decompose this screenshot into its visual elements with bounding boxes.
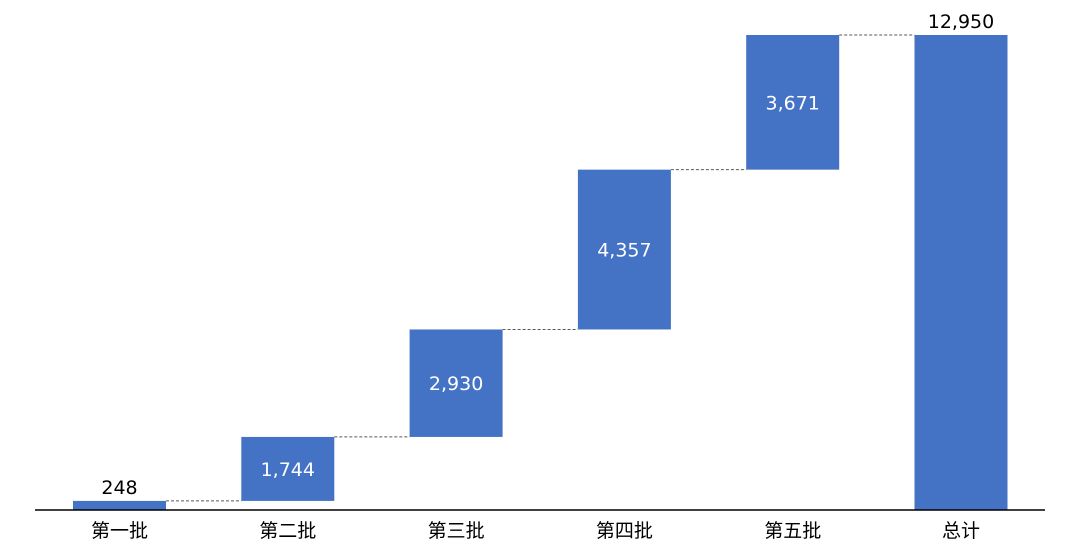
data-label: 3,671	[765, 92, 819, 114]
data-label: 248	[101, 477, 137, 499]
bar-5	[746, 35, 840, 170]
bar-4	[577, 169, 671, 330]
x-tick-label: 第五批	[764, 520, 821, 542]
x-tick-label: 第四批	[596, 520, 653, 542]
bar-6	[914, 35, 1008, 510]
x-tick-label: 第三批	[428, 520, 485, 542]
data-label: 12,950	[928, 11, 994, 33]
data-label: 4,357	[597, 240, 651, 262]
x-tick-label: 总计	[942, 520, 980, 542]
bar-1	[73, 500, 166, 510]
bar-2	[241, 436, 335, 501]
x-tick-label: 第二批	[259, 520, 316, 542]
data-label: 1,744	[261, 459, 315, 481]
bar-3	[409, 329, 503, 437]
data-label: 2,930	[429, 373, 483, 395]
x-tick-label: 第一批	[91, 520, 148, 542]
